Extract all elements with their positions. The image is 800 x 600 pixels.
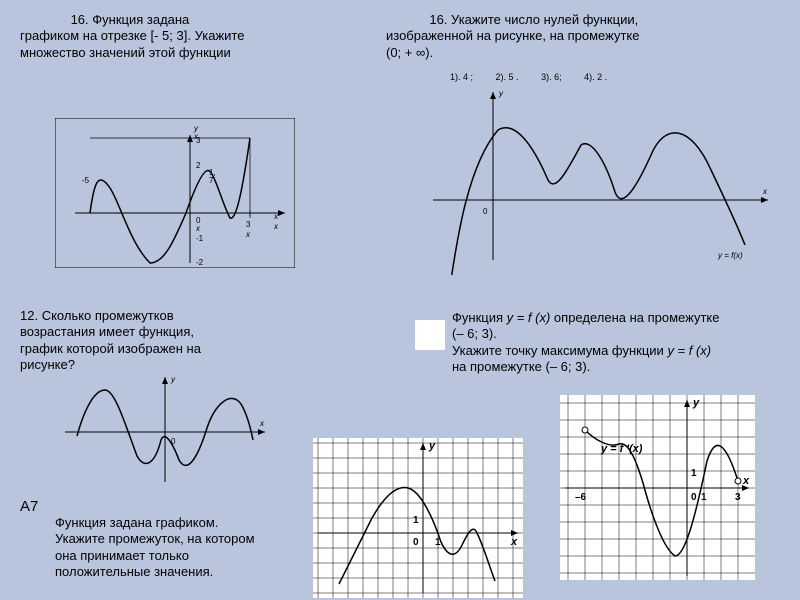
svg-text:3: 3: [246, 220, 251, 229]
pmax-chart: –6 0 1 3 1 x y y = f ′(x): [560, 395, 755, 580]
p16b-num: 16.: [429, 12, 451, 27]
svg-text:1: 1: [413, 515, 419, 526]
svg-text:-1: -1: [196, 234, 204, 243]
svg-text:x: x: [510, 536, 518, 548]
svg-text:0: 0: [171, 437, 176, 446]
p12-chart: 0 x y: [55, 370, 275, 490]
svg-text:x: x: [259, 419, 265, 428]
p16b-answers: 1). 4 ; 2). 5 . 3). 6; 4). 2 .: [450, 72, 790, 82]
p12-text: 12. Сколько промежутков возрастания имее…: [20, 308, 270, 373]
svg-text:x: x: [742, 475, 750, 487]
svg-text:-5: -5: [82, 176, 90, 185]
a7-label: А7: [20, 498, 38, 515]
svg-text:1: 1: [701, 492, 707, 503]
svg-text:y: y: [170, 375, 176, 384]
a7-chart: 0 1 1 x y: [313, 438, 523, 598]
svg-text:2: 2: [196, 161, 201, 170]
svg-text:0: 0: [413, 537, 419, 548]
svg-text:y: y: [498, 89, 504, 98]
a7-text: Функция задана графиком. Укажите промежу…: [55, 515, 315, 580]
p16a-chart: -5 3 2 1, 7 0 -1 -2 3 x x y x x x: [55, 118, 295, 268]
svg-text:0: 0: [691, 492, 697, 503]
white-square: [415, 320, 445, 350]
svg-text:y = f ′(x): y = f ′(x): [600, 443, 643, 455]
p16a-text: 16. Функция задана графиком на отрезке […: [20, 12, 360, 61]
p12-num: 12.: [20, 308, 42, 323]
svg-text:3: 3: [735, 492, 741, 503]
pmax-text: Функция y = f (x) определена на промежут…: [452, 310, 782, 375]
svg-text:-2: -2: [196, 258, 204, 267]
svg-text:y: y: [692, 397, 700, 409]
svg-text:–6: –6: [575, 492, 587, 503]
p16b-chart: 0 x y y = f(x): [418, 85, 778, 275]
p16a-num: 16.: [71, 12, 93, 27]
svg-text:7: 7: [209, 176, 214, 185]
p16b-text: 16. Укажите число нулей функции, изображ…: [386, 12, 766, 61]
svg-text:y = f(x): y = f(x): [717, 251, 743, 260]
svg-text:1: 1: [435, 537, 441, 548]
svg-text:x: x: [762, 187, 768, 196]
svg-text:0: 0: [483, 207, 488, 216]
svg-text:1: 1: [691, 468, 697, 479]
svg-text:y: y: [428, 440, 436, 452]
